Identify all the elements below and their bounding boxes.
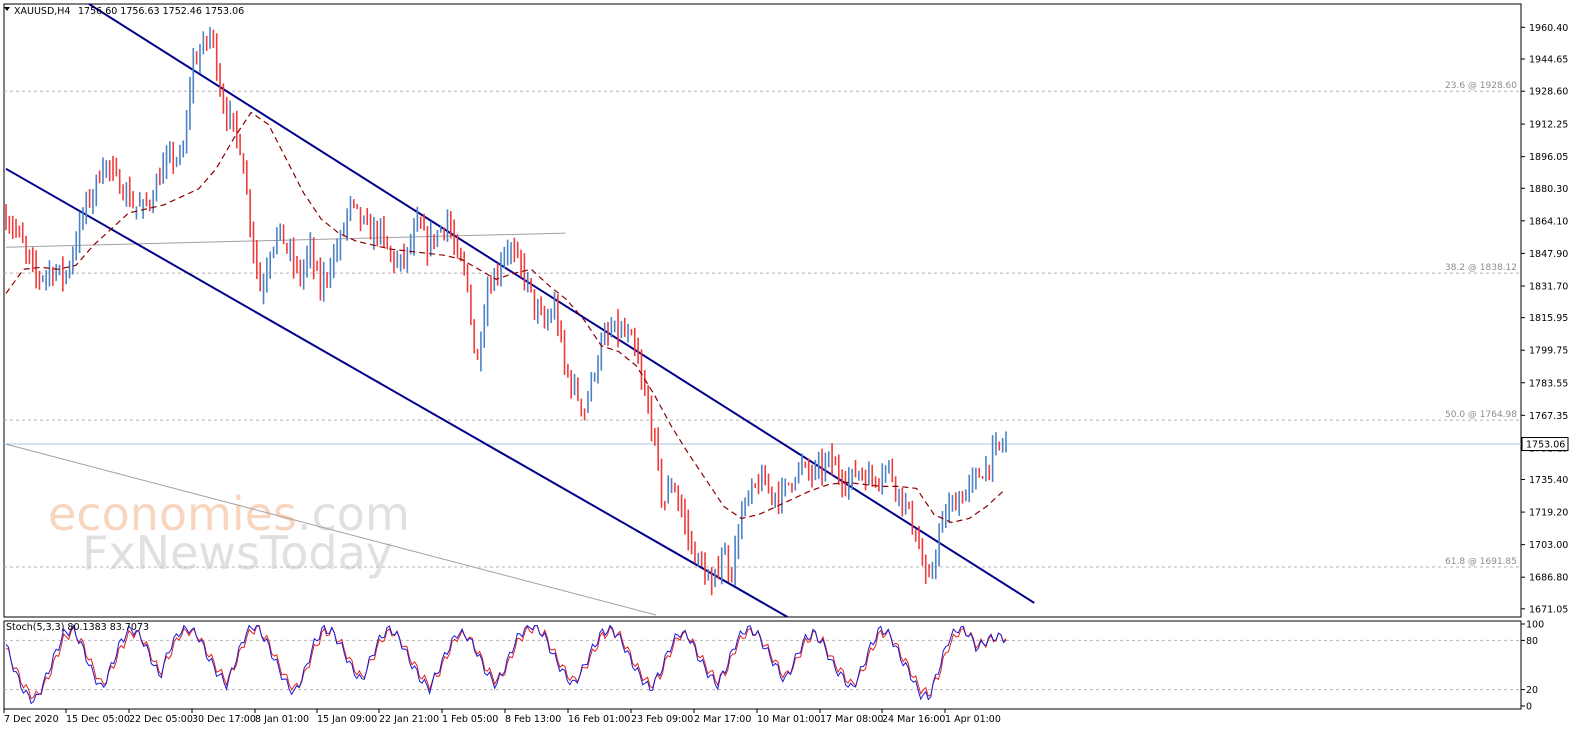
stoch-k-line: [5, 624, 1007, 705]
time-tick-label: 7 Dec 2020: [4, 714, 59, 725]
time-tick-label: 17 Mar 08:00: [820, 714, 883, 725]
price-tick-label: 1735.40: [1529, 475, 1568, 486]
fib-level-label: 23.6 @ 1928.60: [1445, 81, 1517, 91]
watermark-dotcom-part: .com: [297, 487, 410, 541]
watermark-fxnewstoday: FxNewsToday: [82, 526, 393, 580]
price-tick-label: 1960.40: [1529, 23, 1568, 34]
price-tick-label: 1703.00: [1529, 540, 1568, 551]
chart-header: XAUUSD,H4 1756.60 1756.63 1752.46 1753.0…: [4, 6, 244, 17]
price-tick-label: 1880.30: [1529, 184, 1568, 195]
time-tick-label: 15 Dec 05:00: [66, 714, 130, 725]
time-tick-label: 23 Feb 09:00: [631, 714, 693, 725]
price-tick-label: 1671.05: [1529, 604, 1568, 615]
stoch-tick-label: 80: [1526, 636, 1538, 647]
price-tick-label: 1719.20: [1529, 508, 1568, 519]
current-price-label: 1753.06: [1526, 440, 1565, 451]
price-tick-label: 1847.90: [1529, 249, 1568, 260]
symbol-label: XAUUSD,H4: [14, 6, 70, 17]
price-tick-label: 1831.70: [1529, 281, 1568, 292]
stochastic-panel: 100 80 20 0: [3, 620, 1544, 713]
price-tick-label: 1944.65: [1529, 54, 1568, 65]
fib-level-label: 38.2 @ 1838.12: [1445, 263, 1517, 273]
stochastic-label: Stoch(5,3,3) 80.1383 83.7073: [6, 622, 149, 633]
price-tick-label: 1815.95: [1529, 313, 1568, 324]
price-tick-label: 1799.75: [1529, 346, 1568, 357]
channel-upper-line: [87, 4, 1035, 604]
time-tick-label: 8 Feb 13:00: [505, 714, 561, 725]
price-panel-frame: [3, 3, 1522, 618]
time-tick-label: 22 Jan 21:00: [379, 714, 439, 725]
time-tick-label: 1 Apr 01:00: [945, 714, 1001, 725]
price-axis: 1960.40 1944.65 1928.60 1912.25 1896.05 1880.…: [1521, 23, 1569, 615]
ma-line: [5, 111, 1005, 524]
time-tick-label: 22 Dec 05:00: [129, 714, 193, 725]
time-tick-label: 15 Jan 09:00: [317, 714, 377, 725]
channel-lower-line: [5, 167, 788, 617]
time-tick-label: 2 Mar 17:00: [694, 714, 751, 725]
grey-trendline-lower: [5, 443, 656, 616]
time-tick-label: 24 Mar 16:00: [882, 714, 945, 725]
stoch-tick-label: 20: [1526, 685, 1538, 696]
price-tick-label: 1896.05: [1529, 152, 1568, 163]
price-tick-label: 1767.35: [1529, 411, 1568, 422]
fib-level-label: 50.0 @ 1764.98: [1445, 410, 1517, 420]
time-axis: 7 Dec 2020 15 Dec 05:00 22 Dec 05:00 30 Dec…: [3, 709, 1001, 725]
current-price-box: [1521, 437, 1569, 452]
stochastic-panel-frame: [3, 620, 1522, 710]
price-tick-label: 1912.25: [1529, 120, 1568, 131]
stoch-tick-label: 100: [1526, 620, 1544, 631]
ohlc-label: 1756.60 1756.63 1752.46 1753.06: [78, 6, 244, 17]
moving-average: [5, 111, 1005, 524]
price-tick-label: 1783.55: [1529, 378, 1568, 389]
fib-level-label: 61.8 @ 1691.85: [1445, 557, 1517, 567]
watermark: economies.com FxNewsToday: [48, 487, 410, 580]
stoch-tick-label: 0: [1526, 702, 1532, 713]
time-tick-label: 10 Mar 01:00: [757, 714, 820, 725]
time-tick-label: 16 Feb 01:00: [568, 714, 630, 725]
time-tick-label: 1 Feb 05:00: [442, 714, 498, 725]
price-tick-label: 1928.60: [1529, 87, 1568, 98]
trend-channel: [5, 4, 1035, 617]
time-tick-label: 8 Jan 01:00: [255, 714, 309, 725]
price-panel[interactable]: [3, 3, 1522, 618]
grey-trendline-upper: [5, 232, 566, 248]
watermark-economies: economies.com: [48, 487, 410, 541]
time-tick-label: 30 Dec 17:00: [192, 714, 256, 725]
price-tick-label: 1864.10: [1529, 216, 1568, 227]
watermark-economies-part: economies: [48, 487, 297, 541]
dropdown-triangle-icon[interactable]: [4, 7, 10, 11]
price-tick-label: 1686.80: [1529, 573, 1568, 584]
stoch-d-line: [5, 625, 1007, 700]
candles: [5, 26, 1007, 596]
